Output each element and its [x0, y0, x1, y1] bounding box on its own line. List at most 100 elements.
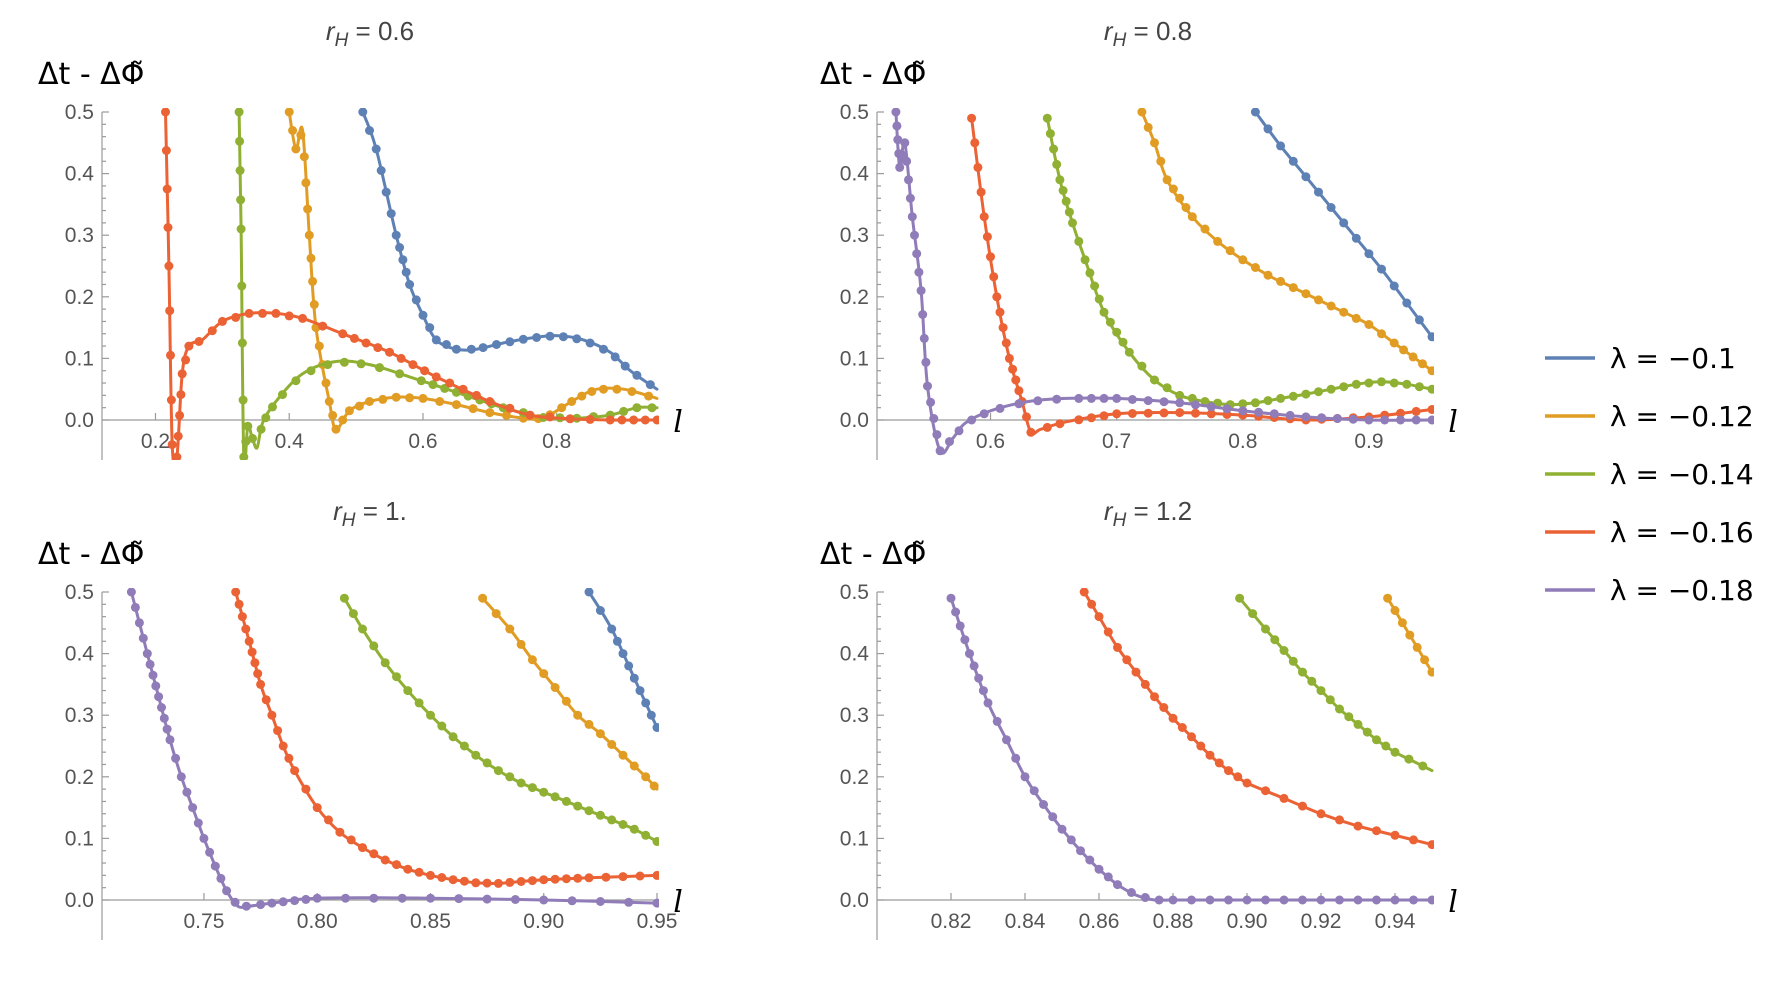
- data-point: [403, 864, 413, 874]
- data-point: [426, 710, 435, 720]
- data-point: [493, 766, 503, 776]
- data-point: [577, 391, 587, 401]
- data-point: [1094, 294, 1104, 304]
- data-point: [1126, 888, 1136, 897]
- data-point: [199, 833, 209, 843]
- legend: λ = −0.1 λ = −0.12 λ = −0.14 λ = −0.16 λ = −…: [1545, 342, 1754, 607]
- data-point: [539, 669, 549, 679]
- y-axis-label: Δt - ΔΦ̃: [820, 537, 926, 572]
- data-point: [1418, 761, 1428, 771]
- data-point: [1080, 255, 1090, 265]
- data-point: [900, 138, 910, 148]
- data-point: [1175, 398, 1185, 408]
- data-point: [1087, 599, 1097, 609]
- data-point: [248, 434, 257, 443]
- data-point: [222, 886, 232, 896]
- data-point: [1105, 317, 1115, 327]
- data-point: [1026, 427, 1036, 437]
- data-point: [516, 639, 526, 649]
- data-point: [241, 901, 251, 911]
- data-point: [1124, 347, 1134, 357]
- data-point: [1351, 313, 1361, 323]
- data-point: [1150, 375, 1159, 385]
- series-012: [478, 593, 659, 791]
- data-point: [1191, 408, 1200, 418]
- data-point: [1224, 895, 1233, 905]
- x-tick-label: 0.8: [1228, 430, 1257, 453]
- data-point: [641, 830, 651, 840]
- data-point: [1250, 398, 1260, 408]
- data-point: [395, 369, 405, 379]
- data-point: [561, 874, 571, 884]
- data-point: [1055, 419, 1065, 429]
- legend-label: λ = −0.14: [1610, 458, 1754, 491]
- x-tick-label: 0.90: [523, 910, 564, 933]
- data-point: [921, 357, 931, 367]
- data-point: [428, 380, 438, 390]
- data-point: [239, 452, 249, 460]
- data-point: [652, 723, 659, 732]
- data-point: [1263, 396, 1273, 406]
- data-point: [1353, 895, 1363, 905]
- data-point: [1364, 249, 1374, 259]
- data-point: [236, 195, 246, 205]
- data-point: [1427, 384, 1434, 394]
- data-point: [448, 875, 458, 885]
- data-point: [1004, 353, 1014, 363]
- data-point: [946, 593, 956, 603]
- data-point: [610, 352, 620, 362]
- data-point: [369, 849, 379, 859]
- data-point: [1214, 758, 1224, 768]
- legend-entry: λ = −0.14: [1545, 458, 1754, 491]
- data-point: [309, 300, 319, 309]
- data-point: [929, 414, 939, 423]
- data-point: [904, 175, 913, 185]
- data-point: [1389, 281, 1399, 291]
- data-point: [573, 801, 583, 811]
- data-point: [182, 787, 192, 797]
- data-point: [165, 735, 175, 745]
- series-line: [1140, 110, 1434, 373]
- data-point: [1140, 679, 1150, 689]
- data-point: [502, 410, 511, 420]
- data-point: [905, 193, 915, 203]
- data-point: [935, 446, 945, 456]
- data-point: [558, 332, 568, 342]
- x-axis-label: l: [1448, 405, 1458, 440]
- data-point: [945, 437, 954, 447]
- data-point: [148, 670, 158, 680]
- data-point: [161, 108, 170, 117]
- data-point: [408, 360, 418, 370]
- data-point: [1301, 389, 1311, 399]
- data-point: [1085, 855, 1095, 865]
- data-point: [912, 249, 922, 259]
- data-point: [955, 621, 965, 631]
- data-point: [1242, 895, 1252, 905]
- data-point: [1288, 283, 1298, 293]
- data-point: [585, 338, 595, 348]
- data-point: [505, 337, 515, 347]
- data-point: [278, 741, 288, 751]
- data-point: [607, 815, 617, 825]
- data-point: [1159, 397, 1169, 407]
- data-point: [1390, 606, 1400, 615]
- data-point: [154, 692, 164, 702]
- data-point: [375, 363, 384, 373]
- data-point: [188, 803, 198, 813]
- legend-entry: λ = −0.18: [1545, 574, 1754, 607]
- data-point: [918, 310, 928, 319]
- data-point: [380, 855, 390, 865]
- data-point: [1168, 895, 1178, 905]
- data-point: [425, 323, 435, 333]
- data-point: [217, 316, 227, 326]
- data-point: [1156, 156, 1166, 166]
- data-point: [954, 426, 964, 436]
- data-point: [1094, 612, 1104, 622]
- data-point: [459, 741, 469, 751]
- series-018: [891, 108, 1434, 456]
- data-point: [472, 390, 481, 400]
- data-point: [532, 333, 542, 342]
- data-point: [1238, 255, 1248, 265]
- data-point: [1372, 895, 1381, 905]
- data-point: [344, 406, 354, 416]
